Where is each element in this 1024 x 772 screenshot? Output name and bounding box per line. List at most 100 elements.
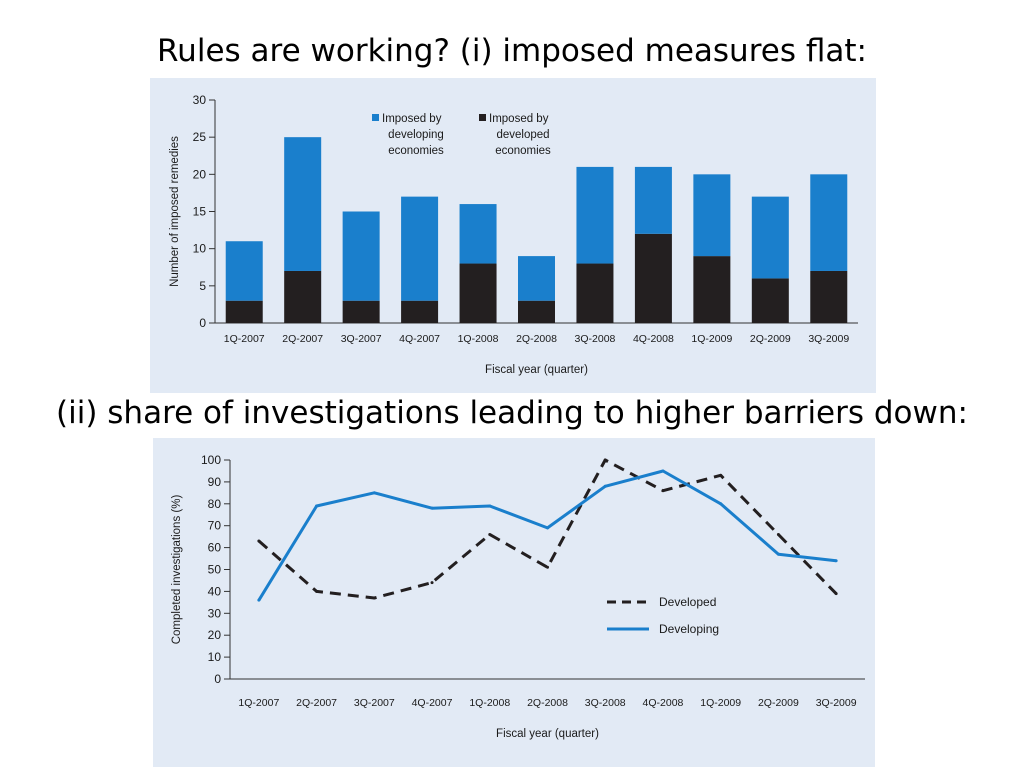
data-point	[834, 559, 838, 563]
data-point	[315, 589, 319, 593]
bar-chart-imposed-remedies: 0 5 10 15 20 25 30 1Q-2007 2Q-2007 3Q-2007 4Q-2007…	[169, 93, 858, 376]
x-tick-label: 4Q-2008	[633, 333, 674, 345]
data-point	[257, 598, 261, 602]
x-tick-label: 2Q-2007	[296, 697, 337, 709]
bar-segment	[810, 270, 848, 323]
data-point	[257, 539, 261, 543]
bar-segment	[751, 278, 789, 323]
y-axis-label: Completed investigations (%)	[171, 495, 183, 645]
x-tick-label: 1Q-2008	[469, 697, 510, 709]
chart-panel-imposed-remedies: 0 5 10 15 20 25 30 1Q-2007 2Q-2007 3Q-2007 4Q-2007…	[150, 78, 876, 393]
legend-label: Developing	[659, 622, 719, 636]
slide-title-imposed-measures: Rules are working? (i) imposed measures …	[157, 33, 867, 69]
y-tick-label: 50	[208, 563, 222, 577]
y-tick-label: 100	[201, 453, 221, 467]
data-point	[488, 504, 492, 508]
x-tick-label: 3Q-2007	[354, 697, 395, 709]
bar-segment	[751, 196, 789, 279]
bar-segment	[225, 241, 263, 301]
data-point	[546, 526, 549, 530]
y-tick-label: 15	[193, 205, 207, 219]
x-tick-label: 4Q-2007	[412, 697, 453, 709]
bar-segment	[693, 256, 731, 323]
bar-segment	[342, 300, 380, 323]
x-tick-label: 2Q-2009	[750, 333, 791, 345]
x-tick-label: 1Q-2009	[700, 697, 741, 709]
data-point	[661, 469, 665, 473]
x-tick-label: 3Q-2008	[575, 333, 616, 345]
x-axis-label: Fiscal year (quarter)	[496, 728, 599, 740]
data-point	[603, 458, 607, 462]
y-tick-label: 70	[208, 519, 222, 533]
bar-segment	[225, 300, 263, 323]
data-point	[372, 491, 376, 495]
bar-segment	[576, 166, 614, 264]
bar-segment	[401, 300, 439, 323]
y-tick-label: 20	[193, 167, 207, 181]
data-point	[488, 532, 492, 536]
data-point	[719, 473, 723, 477]
line-chart-completed-investigations: 0 10 20 30 40 50 60 70 80 90 100 1Q-2007 2Q-2007 3Q-2…	[171, 453, 865, 740]
bar-segment	[342, 211, 380, 301]
x-tick-label: 1Q-2009	[691, 333, 732, 345]
y-tick-label: 0	[214, 672, 221, 686]
bar-segment	[693, 174, 731, 257]
bar-segment	[518, 300, 555, 323]
data-point	[603, 484, 607, 488]
y-tick-label: 25	[193, 130, 207, 144]
bar-segment	[459, 263, 497, 323]
slide-title-investigations-share: (ii) share of investigations leading to …	[56, 395, 968, 431]
y-tick-label: 20	[208, 628, 222, 642]
y-tick-label: 10	[193, 242, 207, 256]
x-tick-label: 1Q-2007	[238, 697, 279, 709]
bar-segment	[576, 263, 614, 323]
y-tick-label: 5	[199, 279, 206, 293]
x-tick-label: 1Q-2007	[224, 333, 265, 345]
y-tick-label: 90	[208, 475, 222, 489]
x-axis-label: Fiscal year (quarter)	[485, 364, 588, 376]
series-line-developing	[257, 469, 837, 601]
bar-segment	[284, 137, 322, 271]
x-tick-label: 2Q-2008	[516, 333, 557, 345]
y-tick-label: 80	[208, 497, 222, 511]
legend-label: Imposed by	[382, 113, 442, 125]
y-tick-label: 40	[208, 584, 222, 598]
legend-swatch	[372, 114, 379, 121]
legend-label: developing	[388, 129, 444, 141]
data-point	[315, 504, 319, 508]
series-line-developed	[257, 458, 838, 600]
x-tick-label: 3Q-2007	[341, 333, 382, 345]
x-tick-label: 4Q-2008	[643, 697, 684, 709]
x-tick-label: 2Q-2007	[282, 333, 323, 345]
x-tick-label: 1Q-2008	[458, 333, 499, 345]
bar-segment	[810, 174, 848, 271]
data-point	[546, 565, 549, 569]
bar-segment	[459, 204, 497, 264]
bar-segment	[401, 196, 439, 301]
bar-segment	[634, 233, 672, 323]
x-tick-label: 3Q-2008	[585, 697, 626, 709]
x-tick-label: 3Q-2009	[808, 333, 849, 345]
data-point	[661, 489, 665, 493]
x-tick-label: 3Q-2009	[816, 697, 857, 709]
legend-label: developed	[496, 129, 549, 141]
y-tick-label: 60	[208, 541, 222, 555]
data-point	[776, 552, 780, 556]
x-tick-label: 4Q-2007	[399, 333, 440, 345]
legend-label: Imposed by	[489, 113, 549, 125]
data-point	[430, 506, 434, 510]
legend-label: economies	[495, 145, 551, 157]
bar-segment	[518, 256, 555, 301]
data-point	[834, 592, 838, 596]
bar-segment	[634, 166, 672, 234]
chart-panel-completed-investigations: 0 10 20 30 40 50 60 70 80 90 100 1Q-2007 2Q-2007 3Q-2…	[153, 438, 875, 767]
x-tick-label: 2Q-2009	[758, 697, 799, 709]
bar-segment	[284, 270, 322, 323]
legend-label: Developed	[659, 595, 716, 609]
y-tick-label: 10	[208, 650, 222, 664]
legend-label: economies	[388, 145, 444, 157]
data-point	[776, 532, 780, 536]
y-tick-label: 30	[208, 606, 222, 620]
x-tick-label: 2Q-2008	[527, 697, 568, 709]
data-point	[430, 581, 434, 585]
